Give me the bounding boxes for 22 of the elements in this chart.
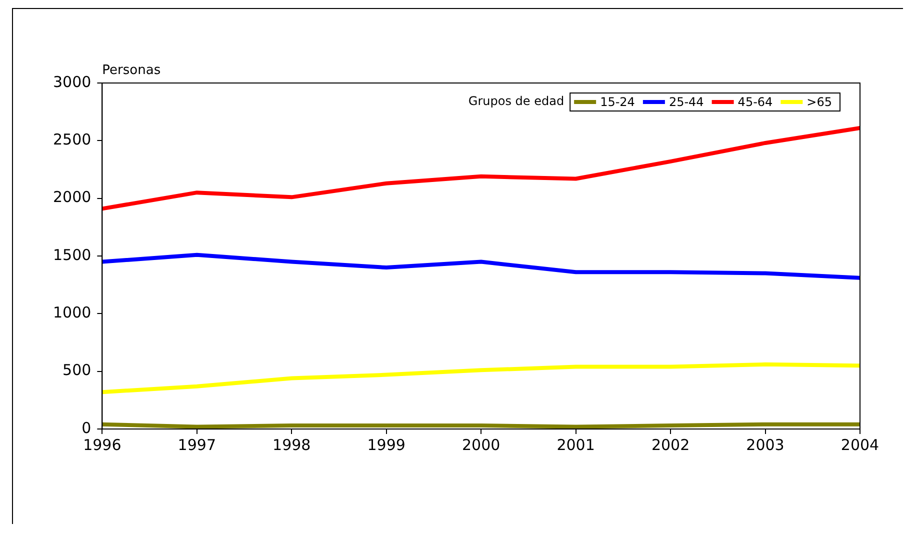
legend-label: >65 — [806, 95, 832, 110]
y-tick-label: 1000 — [52, 304, 92, 322]
y-tick-label: 500 — [62, 361, 92, 380]
x-tick-label: 2001 — [556, 436, 595, 454]
x-tick-label: 1999 — [367, 436, 406, 454]
x-tick-label: 1996 — [83, 436, 122, 454]
y-tick-label: 3000 — [52, 72, 92, 91]
y-tick-label: 1500 — [52, 246, 92, 264]
y-tick-label: 2000 — [52, 188, 92, 206]
y-tick-label: 2500 — [52, 130, 92, 149]
legend-label: 25-44 — [668, 95, 704, 110]
x-tick-label: 1998 — [272, 436, 311, 454]
x-tick-label: 2002 — [651, 436, 690, 454]
x-tick-label: 2003 — [746, 436, 784, 454]
legend-label: 15-24 — [600, 95, 635, 110]
y-axis-title: Personas — [102, 62, 161, 78]
x-tick-label: 2000 — [462, 436, 500, 454]
legend-label: 45-64 — [738, 95, 773, 110]
legend-title: Grupos de edad — [468, 94, 564, 108]
x-tick-label: 2004 — [840, 436, 880, 454]
x-tick-label: 1997 — [178, 436, 216, 454]
y-tick-label: 0 — [82, 418, 92, 437]
